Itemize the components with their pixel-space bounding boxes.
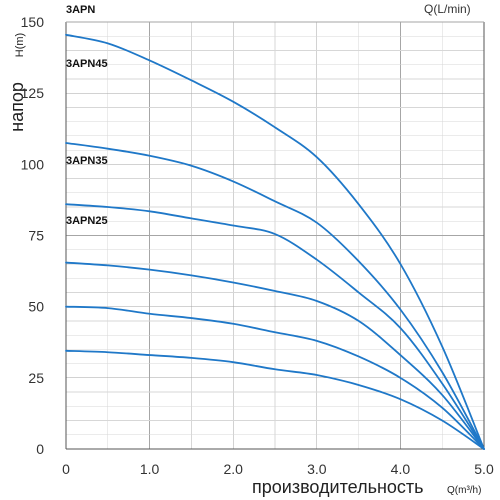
y-tick-label: 0	[36, 441, 44, 457]
top-right-unit-label: Q(L/min)	[424, 2, 471, 16]
curve-6	[65, 349, 485, 450]
curve-3apn45	[65, 33, 485, 450]
grid-layer	[65, 21, 485, 450]
label-layer: 3APN Q(L/min) напор H(m) производительно…	[7, 2, 494, 497]
series-label-3apn35: 3APN35	[66, 155, 108, 167]
axis-layer	[65, 21, 485, 450]
x-tick-label: 3.0	[307, 461, 327, 477]
x-tick-label: 1.0	[140, 461, 160, 477]
series-label-3apn45: 3APN45	[66, 58, 108, 70]
y-tick-label: 25	[28, 370, 44, 386]
x-tick-label: 5.0	[474, 461, 494, 477]
y-tick-label: 100	[21, 156, 45, 172]
y-tick-label: 50	[28, 299, 44, 315]
series-group-label: 3APN	[66, 4, 95, 16]
y-axis-unit-label: H(m)	[14, 33, 26, 57]
x-tick-label: 4.0	[391, 461, 411, 477]
x-axis-label: производительность	[252, 477, 424, 497]
series-label-3apn25: 3APN25	[66, 215, 108, 227]
curve-layer	[65, 33, 485, 450]
y-tick-label: 75	[28, 228, 44, 244]
y-axis-label: напор	[7, 82, 27, 132]
y-tick-label: 150	[21, 14, 45, 30]
curve-3apn25	[65, 203, 485, 450]
x-axis-unit-label: Q(m³/h)	[447, 485, 481, 496]
curve-3apn35	[65, 142, 485, 450]
x-tick-label: 2.0	[223, 461, 243, 477]
curve-4	[65, 261, 485, 450]
curve-5	[65, 305, 485, 450]
x-tick-label: 0	[62, 461, 70, 477]
y-tick-label: 125	[21, 85, 45, 101]
